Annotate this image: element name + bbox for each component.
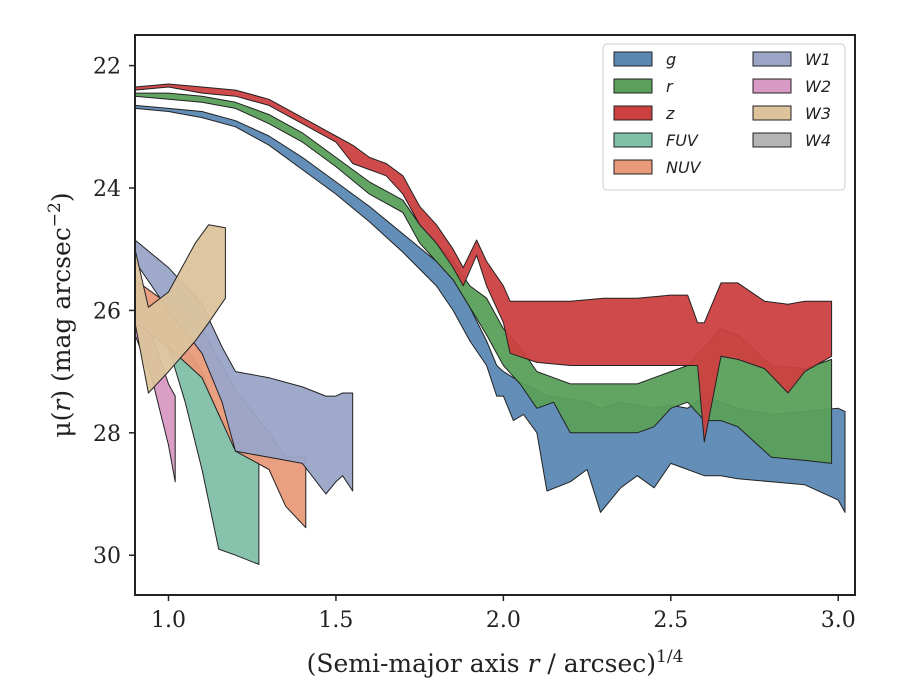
legend-swatch-fuv [613, 132, 653, 148]
band-w3 [135, 224, 226, 394]
legend-label-fuv: FUV [666, 131, 699, 150]
legend-label-nuv: NUV [666, 158, 702, 177]
legend-label-g: g [666, 50, 676, 69]
y-tick-label: 22 [93, 55, 121, 80]
y-axis-label: μ(r) (mag arcsec−2) [45, 192, 76, 437]
legend-swatch-w4 [752, 132, 792, 148]
y-axis: 22 24 26 28 30 [93, 55, 135, 569]
legend-label-r: r [666, 77, 674, 96]
legend-swatch-g [613, 51, 653, 67]
band-z [135, 83, 833, 443]
x-tick-label: 2.0 [486, 608, 521, 633]
x-tick-label: 3.0 [821, 608, 856, 633]
legend-swatch-z [613, 105, 653, 121]
legend-label-w2: W2 [805, 77, 831, 96]
legend-swatch-r [613, 78, 653, 94]
legend-label-w1: W1 [805, 50, 831, 69]
legend-label-w3: W3 [805, 104, 831, 123]
y-tick-label: 30 [93, 544, 121, 569]
y-tick-label: 24 [93, 177, 121, 202]
legend: grz FUV NUV W1 W2 W3 W4 [602, 43, 846, 191]
legend-swatch-w3 [752, 105, 792, 121]
x-tick-label: 1.5 [318, 608, 353, 633]
legend-label-z: z [665, 104, 675, 123]
series-bands [135, 83, 846, 565]
x-tick-label: 2.5 [653, 608, 688, 633]
legend-swatch-nuv [613, 159, 653, 175]
x-tick-label: 1.0 [151, 608, 186, 633]
x-axis-label: (Semi-major axis r / arcsec)1/4 [307, 647, 684, 678]
legend-swatch-w1 [752, 51, 792, 67]
y-tick-label: 26 [93, 299, 121, 324]
y-tick-label: 28 [93, 422, 121, 447]
legend-label-w4: W4 [805, 131, 831, 150]
plot-frame [134, 34, 856, 596]
legend-swatch-w2 [752, 78, 792, 94]
x-axis: 1.0 1.5 2.0 2.5 3.0 [151, 595, 856, 633]
